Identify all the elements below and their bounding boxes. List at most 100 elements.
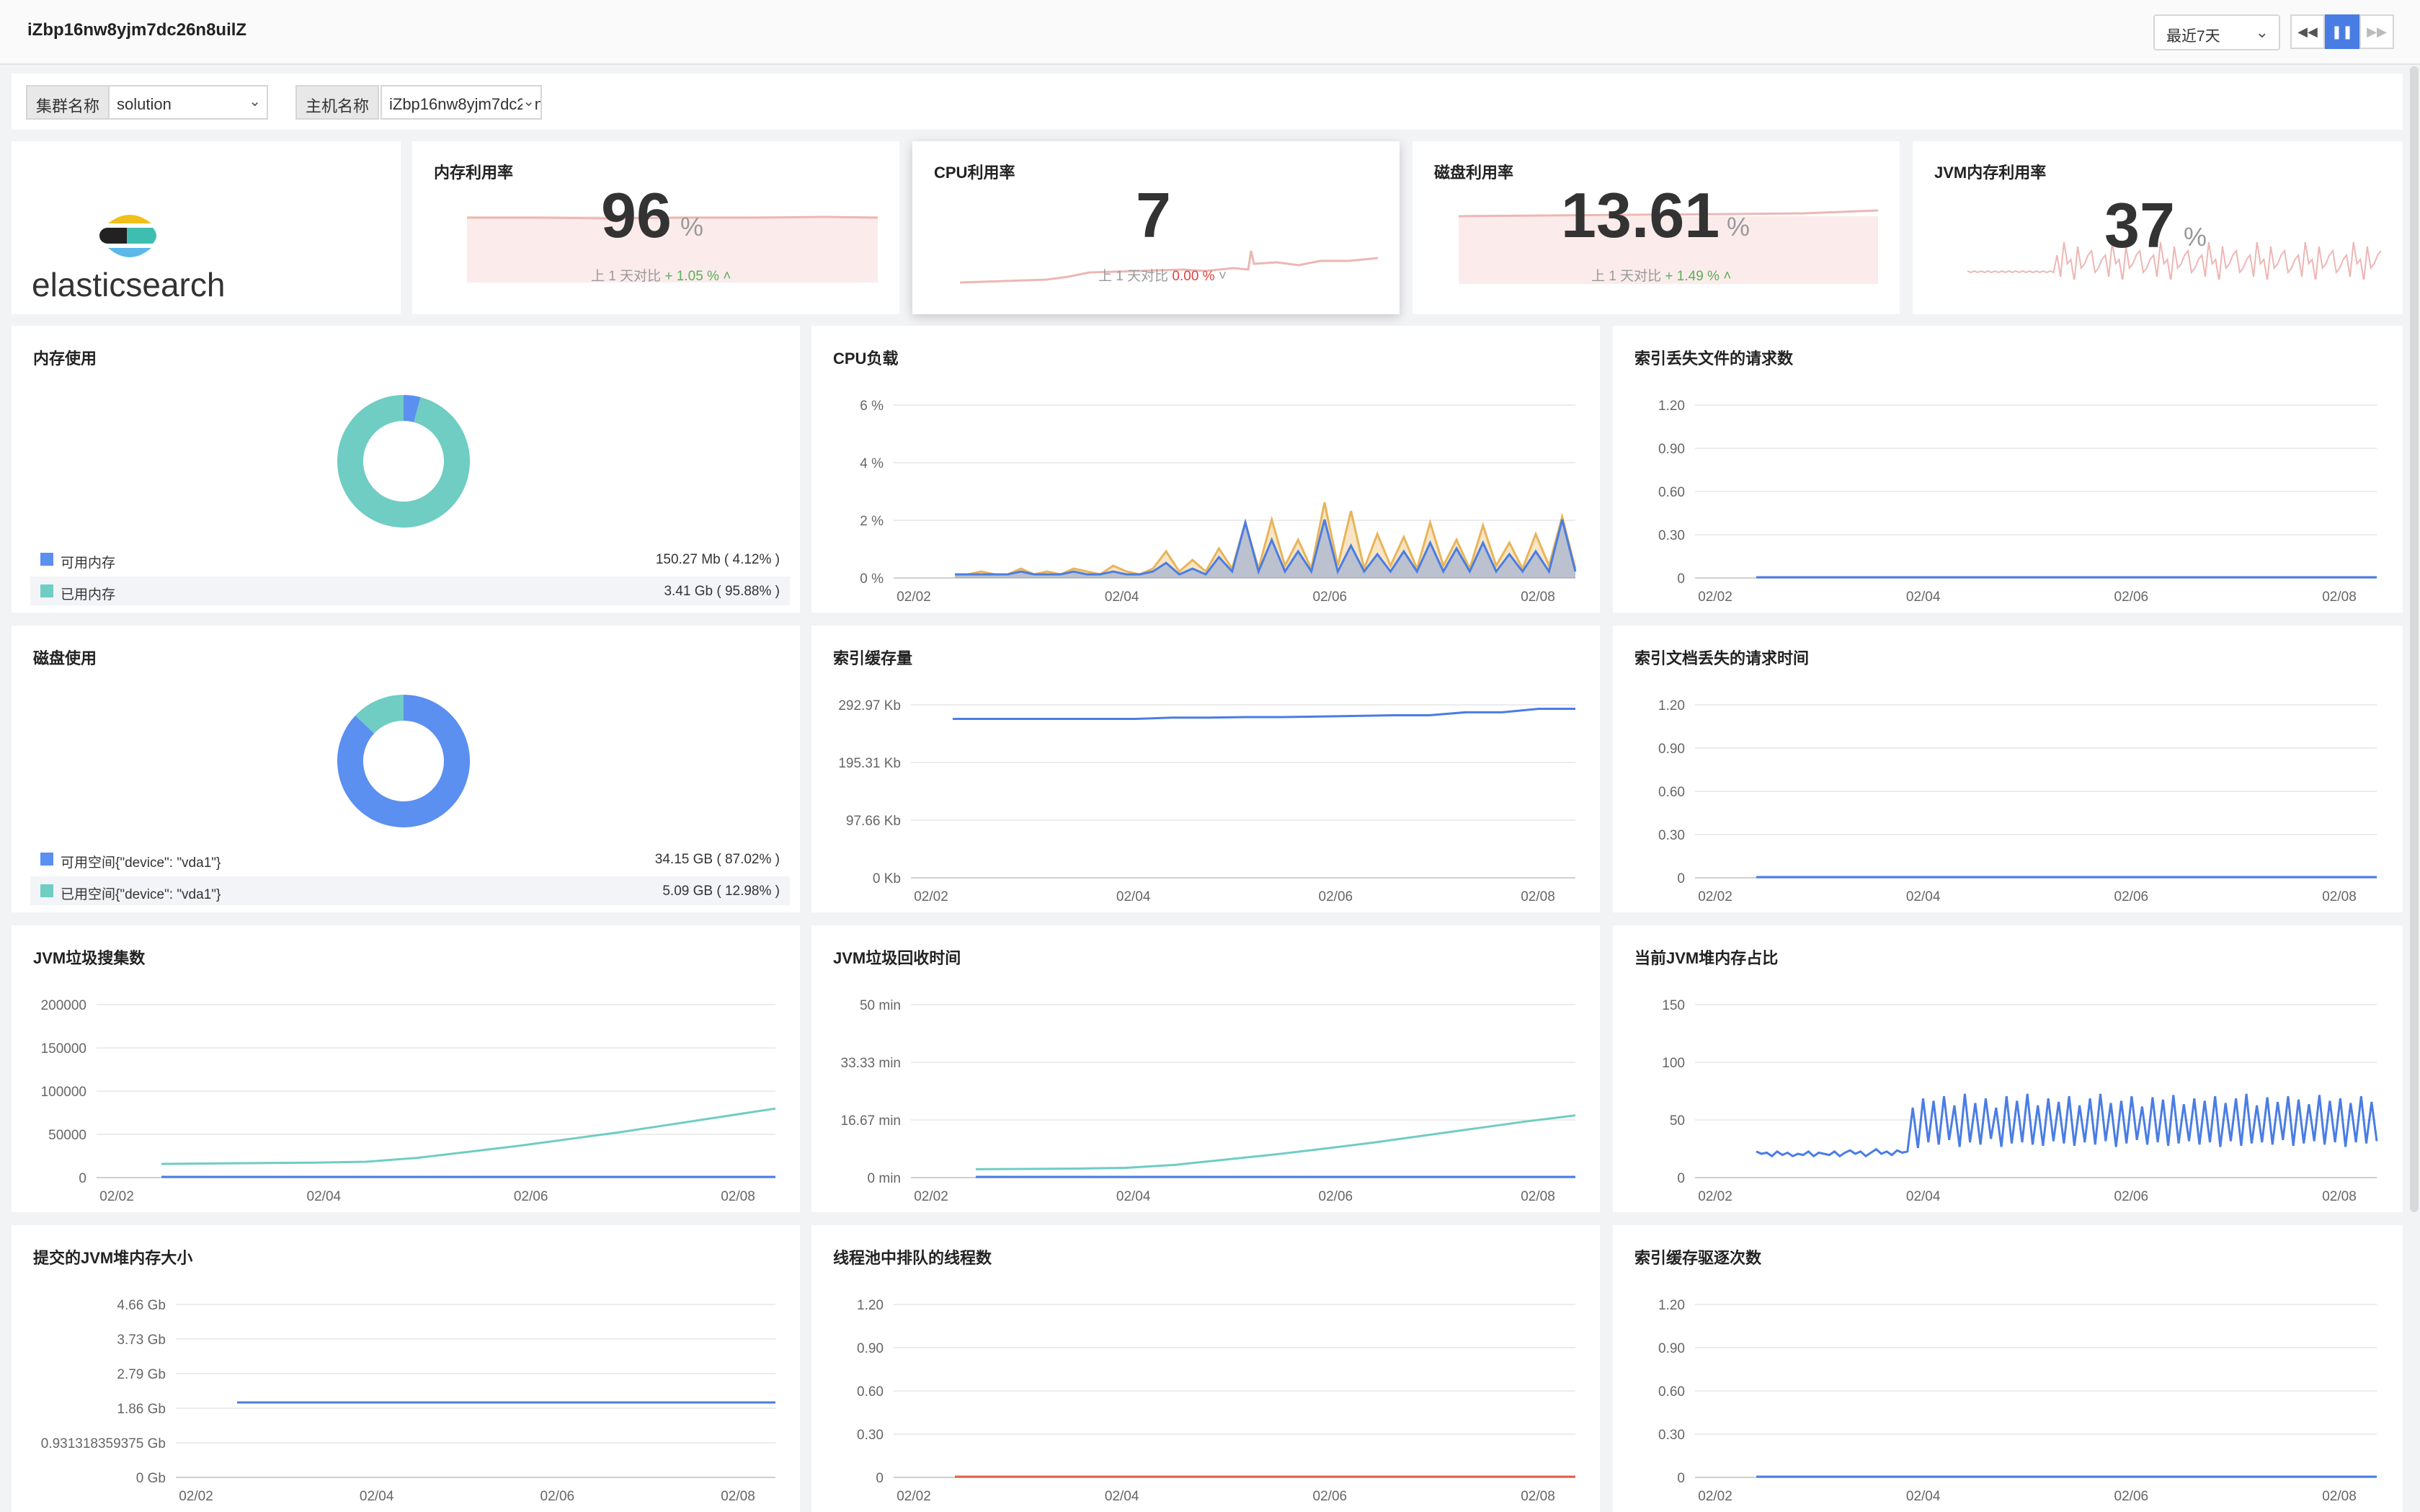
donut-slice[interactable] — [337, 395, 470, 528]
host-label: 主机名称 — [295, 85, 380, 120]
panel-title: 提交的JVM堆内存大小 — [33, 1249, 193, 1267]
rewind-button[interactable]: ◀◀ — [2290, 14, 2325, 49]
y-tick-label: 0 Kb — [873, 871, 901, 886]
x-tick-label: 02/08 — [2322, 889, 2357, 904]
elasticsearch-logo-text: elasticsearch — [32, 266, 226, 303]
x-tick-label: 02/06 — [1319, 889, 1353, 904]
donut-slice[interactable] — [403, 395, 421, 423]
x-tick-label: 02/02 — [897, 590, 931, 605]
x-tick-label: 02/08 — [721, 1489, 755, 1504]
time-range-select[interactable]: 最近7天 ⌄ — [2153, 14, 2280, 50]
panel-title: 线程池中排队的线程数 — [833, 1249, 992, 1267]
index-missing-docs-panel: 索引丢失文件的请求数 1.20 0.90 0.60 0.30 0 02/02 02/04 02… — [1613, 326, 2403, 613]
y-tick-label: 1.20 — [1658, 1298, 1685, 1313]
x-tick-label: 02/06 — [2114, 1489, 2149, 1504]
x-tick-label: 02/06 — [2114, 590, 2149, 605]
x-tick-label: 02/06 — [541, 1489, 575, 1504]
y-tick-label: 50 — [1670, 1113, 1685, 1129]
jvm-gc-count-panel: JVM垃圾搜集数 200000 150000 100000 50000 0 02/02 02… — [12, 925, 800, 1212]
x-tick-label: 02/08 — [1521, 1189, 1555, 1204]
x-tick-label: 02/04 — [1906, 889, 1941, 904]
legend-swatch — [40, 584, 53, 597]
y-tick-label: 0.30 — [1658, 528, 1685, 543]
legend-item[interactable]: 可用空间{"device": "vda1"} 34.15 GB ( 87.02%… — [30, 845, 790, 873]
x-tick-label: 02/04 — [1906, 1489, 1941, 1504]
time-range-value: 最近7天 — [2166, 28, 2220, 45]
series-line[interactable] — [955, 518, 1577, 576]
filter-bar: 集群名称 solution ⌄ 主机名称 iZbp16nw8yjm7dc26n8… — [12, 74, 2403, 130]
x-tick-label: 02/06 — [2114, 889, 2149, 904]
line-chart: 200000 150000 100000 50000 0 02/02 02/04 02/06 0… — [41, 998, 776, 1204]
pause-button[interactable]: ❚❚ — [2325, 14, 2359, 49]
host-select[interactable]: iZbp16nw8yjm7dc26n8uilZ ⌄ — [381, 85, 542, 120]
series-line[interactable] — [953, 708, 1575, 720]
stat-value: 7 — [1136, 179, 1171, 251]
line-chart: 1.20 0.90 0.60 0.30 0 02/02 02/04 02/06 02/08 — [857, 1298, 1575, 1504]
panel-title: 当前JVM堆内存占比 — [1634, 949, 1779, 967]
legend-item[interactable]: 可用内存 150.27 Mb ( 4.12% ) — [30, 545, 790, 574]
index-missing-time-panel: 索引文档丢失的请求时间 1.20 0.90 0.60 0.30 0 02/02 02/04 0… — [1613, 626, 2403, 912]
x-tick-label: 02/02 — [1698, 1489, 1732, 1504]
memory-usage-panel: 内存使用 可用内存 150.27 Mb ( 4.12% ) 已用内存 3.41 … — [12, 326, 800, 613]
line-chart: 1.20 0.90 0.60 0.30 0 02/02 02/04 02/06 02/08 — [1658, 1298, 2377, 1504]
chevron-down-icon: ⌄ — [522, 92, 535, 110]
y-tick-label: 0.90 — [1658, 442, 1685, 457]
legend-swatch — [40, 553, 53, 566]
donut-slice[interactable] — [355, 695, 404, 734]
legend-value: 3.41 Gb ( 95.88% ) — [664, 584, 780, 599]
series-line[interactable] — [975, 1114, 1576, 1170]
sparkline-path — [1967, 241, 2381, 280]
cluster-select[interactable]: solution ⌄ — [108, 85, 268, 120]
x-tick-label: 02/08 — [2322, 1489, 2357, 1504]
y-tick-label: 1.20 — [1658, 698, 1685, 713]
stat-compare-value: 0.00 % — [1172, 269, 1215, 284]
memory-donut-chart — [337, 395, 470, 528]
series-line[interactable] — [161, 1107, 776, 1165]
y-tick-label: 0 % — [860, 572, 884, 587]
elasticsearch-logo-icon — [99, 215, 156, 257]
y-tick-label: 0.90 — [857, 1341, 884, 1356]
x-tick-label: 02/02 — [1698, 1189, 1732, 1204]
legend-item[interactable]: 已用内存 3.41 Gb ( 95.88% ) — [30, 577, 790, 605]
series-line[interactable] — [1756, 1093, 2378, 1158]
stat-title: 内存利用率 — [434, 164, 514, 182]
y-tick-label: 0 — [876, 1471, 884, 1486]
trend-up-icon: ˄ — [1723, 269, 1732, 284]
y-tick-label: 4.66 Gb — [117, 1298, 166, 1313]
legend-label: 可用内存 — [61, 556, 116, 571]
y-tick-label: 0 min — [868, 1171, 901, 1186]
panel-title: CPU负载 — [833, 350, 899, 368]
y-tick-label: 100 — [1662, 1056, 1685, 1071]
panel-title: 索引缓存量 — [833, 649, 913, 667]
y-tick-label: 1.20 — [857, 1298, 884, 1313]
y-tick-label: 4 % — [860, 456, 884, 471]
x-tick-label: 02/02 — [914, 1189, 948, 1204]
page-scrollbar[interactable] — [2410, 66, 2419, 1212]
donut-slice[interactable] — [337, 695, 470, 827]
stat-title: JVM内存利用率 — [1934, 164, 2047, 182]
panel-title: JVM垃圾回收时间 — [833, 949, 961, 967]
line-chart: 1.20 0.90 0.60 0.30 0 02/02 02/04 02/06 02/08 — [1658, 698, 2377, 904]
x-tick-label: 02/06 — [514, 1189, 548, 1204]
y-tick-label: 150000 — [41, 1041, 86, 1057]
stat-card-disk: 磁盘利用率 13.61 % 上 1 天对比 + 1.49 % ˄ — [1413, 141, 1900, 314]
y-tick-label: 195.31 Kb — [838, 756, 901, 771]
trend-down-icon: ˅ — [1218, 269, 1227, 284]
y-tick-label: 6 % — [860, 399, 884, 414]
chevron-down-icon: ⌄ — [2255, 23, 2269, 41]
y-tick-label: 200000 — [41, 998, 86, 1013]
stat-compare: 上 1 天对比 0.00 % ˅ — [1098, 265, 1227, 285]
y-tick-label: 97.66 Kb — [846, 814, 901, 829]
stat-card-cpu: CPU利用率 7 上 1 天对比 0.00 % ˅ — [912, 141, 1400, 314]
x-tick-label: 02/06 — [2114, 1189, 2149, 1204]
x-tick-label: 02/04 — [1105, 590, 1139, 605]
panel-title: JVM垃圾搜集数 — [33, 949, 146, 967]
forward-button[interactable]: ▶▶ — [2359, 14, 2394, 49]
stat-title: CPU利用率 — [934, 164, 1015, 182]
y-tick-label: 0.60 — [1658, 785, 1685, 800]
threadpool-queue-panel: 线程池中排队的线程数 1.20 0.90 0.60 0.30 0 02/02 02/04 02… — [811, 1225, 1600, 1512]
legend-item[interactable]: 已用空间{"device": "vda1"} 5.09 GB ( 12.98% … — [30, 876, 790, 905]
stat-sparkline — [1459, 209, 1878, 284]
x-tick-label: 02/02 — [179, 1489, 213, 1504]
logo-card: elasticsearch — [12, 141, 401, 314]
